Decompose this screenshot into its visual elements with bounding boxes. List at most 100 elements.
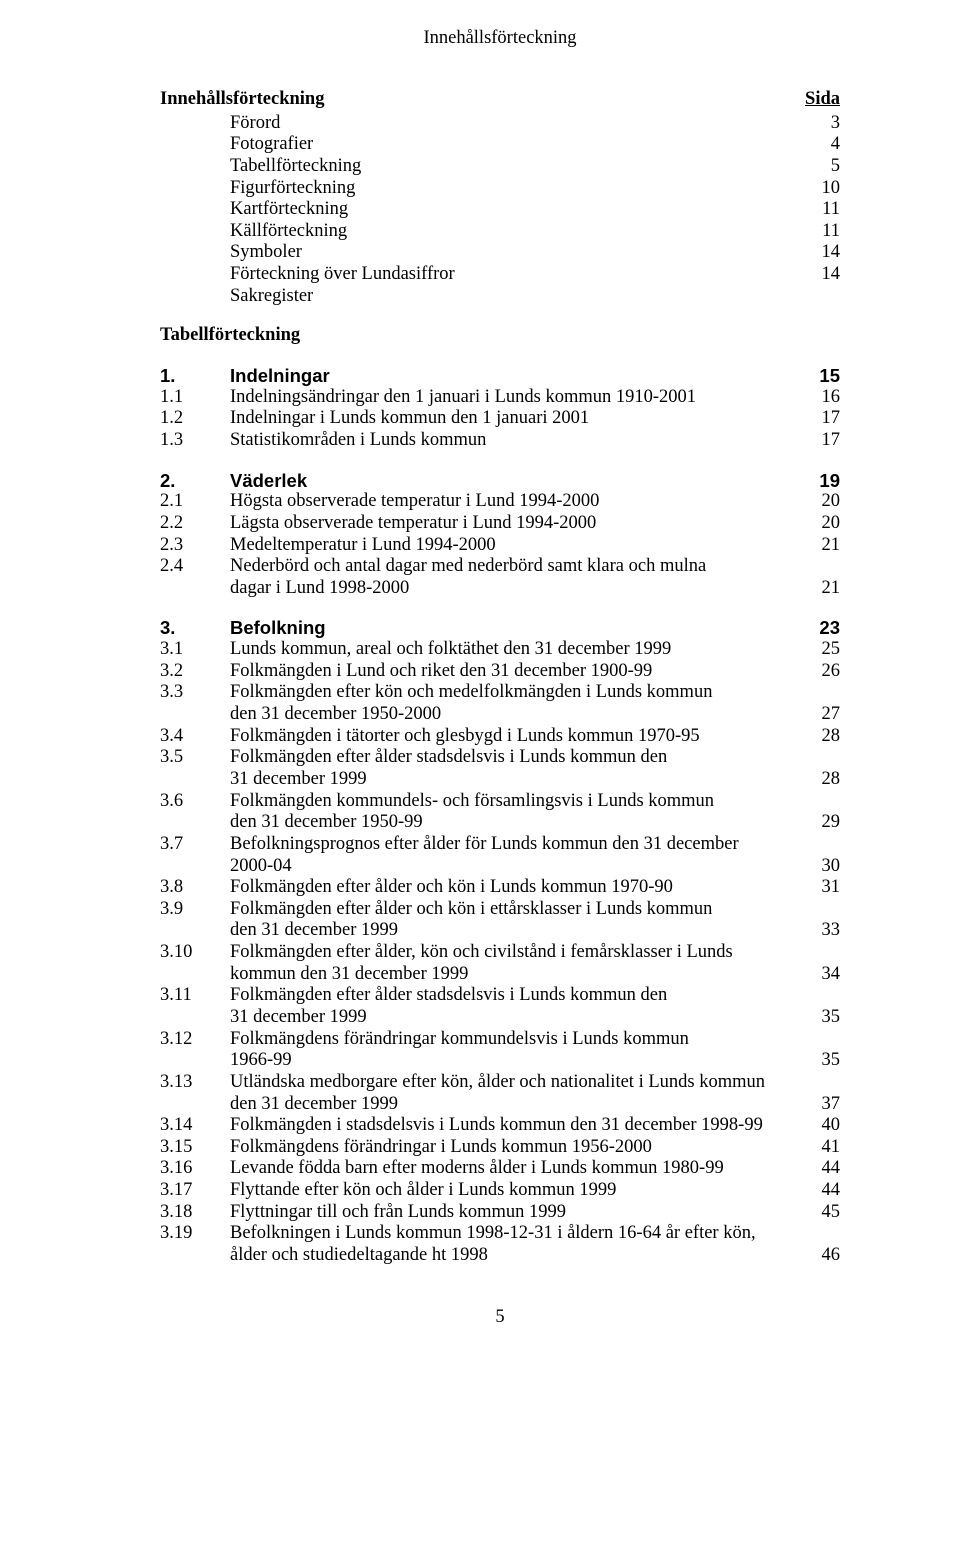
- front-label: Förord: [230, 113, 800, 135]
- item-num: 2.3: [160, 535, 230, 557]
- toc-item: den 31 december 1950-9929: [160, 812, 840, 834]
- item-page: 37: [800, 1094, 840, 1116]
- toc-item: 1.3 Statistikområden i Lunds kommun 17: [160, 430, 840, 452]
- toc-item: 31 december 199928: [160, 769, 840, 791]
- front-label: Kartförteckning: [230, 199, 800, 221]
- front-page: 14: [800, 264, 840, 286]
- front-label: Fotografier: [230, 134, 800, 156]
- item-text: Folkmängden i tätorter och glesbygd i Lu…: [230, 726, 800, 748]
- front-page: 11: [800, 221, 840, 243]
- section-num: 2.: [160, 470, 230, 492]
- front-label: Sakregister: [230, 286, 800, 308]
- spacer: [160, 452, 840, 470]
- page-header: Innehållsförteckning: [160, 28, 840, 49]
- item-page: 26: [800, 661, 840, 683]
- item-text: Lunds kommun, areal och folktäthet den 3…: [230, 639, 800, 661]
- item-text: Indelningsändringar den 1 januari i Lund…: [230, 387, 800, 409]
- item-page: 35: [800, 1050, 840, 1072]
- front-row: Förteckning över Lundasiffror 14: [160, 264, 840, 286]
- item-text: Nederbörd och antal dagar med nederbörd …: [230, 556, 800, 578]
- front-page: 14: [800, 242, 840, 264]
- item-text: Flyttande efter kön och ålder i Lunds ko…: [230, 1180, 800, 1202]
- section-page: 15: [800, 365, 840, 387]
- toc-title-row: Innehållsförteckning Sida: [160, 89, 840, 111]
- toc-item: 3.9Folkmängden efter ålder och kön i ett…: [160, 899, 840, 921]
- toc-item: 2000-0430: [160, 856, 840, 878]
- item-text: dagar i Lund 1998-2000: [230, 578, 800, 600]
- item-text: Folkmängdens förändringar kommundelsvis …: [230, 1029, 800, 1051]
- item-text: Folkmängden efter ålder stadsdelsvis i L…: [230, 985, 800, 1007]
- toc-item: 3.11Folkmängden efter ålder stadsdelsvis…: [160, 985, 840, 1007]
- toc-item: 3.13Utländska medborgare efter kön, ålde…: [160, 1072, 840, 1094]
- item-page: 28: [800, 769, 840, 791]
- toc-item: 1.2 Indelningar i Lunds kommun den 1 jan…: [160, 408, 840, 430]
- item-num: 3.19: [160, 1223, 230, 1245]
- section-page: 19: [800, 470, 840, 492]
- tabell-heading: Tabellförteckning: [160, 325, 840, 347]
- spacer: [160, 599, 840, 617]
- item-page: 17: [800, 430, 840, 452]
- toc-item: 3.8Folkmängden efter ålder och kön i Lun…: [160, 877, 840, 899]
- item-text: den 31 december 1999: [230, 920, 800, 942]
- item-text: Folkmängden efter ålder och kön i ettårs…: [230, 899, 800, 921]
- item-text: Befolkningen i Lunds kommun 1998-12-31 i…: [230, 1223, 800, 1245]
- item-page: 44: [800, 1180, 840, 1202]
- item-page: 28: [800, 726, 840, 748]
- front-page: 11: [800, 199, 840, 221]
- front-label: Symboler: [230, 242, 800, 264]
- toc-item: 3.16Levande födda barn efter moderns åld…: [160, 1158, 840, 1180]
- item-text: Folkmängdens förändringar i Lunds kommun…: [230, 1137, 800, 1159]
- item-page: 34: [800, 964, 840, 986]
- toc-item: 1.1 Indelningsändringar den 1 januari i …: [160, 387, 840, 409]
- item-text: den 31 december 1999: [230, 1094, 800, 1116]
- section-title: Väderlek: [230, 470, 800, 492]
- item-text: den 31 december 1950-2000: [230, 704, 800, 726]
- item-text: Utländska medborgare efter kön, ålder oc…: [230, 1072, 800, 1094]
- item-num: 3.5: [160, 747, 230, 769]
- toc-title-right: Sida: [805, 89, 840, 111]
- front-row: Kartförteckning 11: [160, 199, 840, 221]
- item-num: 3.18: [160, 1202, 230, 1224]
- toc-item: 2.2 Lägsta observerade temperatur i Lund…: [160, 513, 840, 535]
- item-page: 30: [800, 856, 840, 878]
- toc-item: 2.1 Högsta observerade temperatur i Lund…: [160, 491, 840, 513]
- item-page: 41: [800, 1137, 840, 1159]
- item-num: 3.3: [160, 682, 230, 704]
- toc-item: 3.4Folkmängden i tätorter och glesbygd i…: [160, 726, 840, 748]
- item-page: 33: [800, 920, 840, 942]
- item-text: Lägsta observerade temperatur i Lund 199…: [230, 513, 800, 535]
- toc-item: 3.7Befolkningsprognos efter ålder för Lu…: [160, 834, 840, 856]
- toc-item: 3.17Flyttande efter kön och ålder i Lund…: [160, 1180, 840, 1202]
- item-text: Flyttningar till och från Lunds kommun 1…: [230, 1202, 800, 1224]
- front-row: Symboler 14: [160, 242, 840, 264]
- item-text: 1966-99: [230, 1050, 800, 1072]
- item-page: 21: [800, 535, 840, 557]
- toc-item: 2.4 Nederbörd och antal dagar med nederb…: [160, 556, 840, 578]
- item-num: 3.6: [160, 791, 230, 813]
- toc-item: kommun den 31 december 199934: [160, 964, 840, 986]
- front-page: 10: [800, 178, 840, 200]
- item-num: 3.12: [160, 1029, 230, 1051]
- item-text: Medeltemperatur i Lund 1994-2000: [230, 535, 800, 557]
- section-num: 3.: [160, 617, 230, 639]
- section-2-head: 2. Väderlek 19: [160, 470, 840, 492]
- item-text: Folkmängden efter ålder, kön och civilst…: [230, 942, 800, 964]
- toc-item: 3.14Folkmängden i stadsdelsvis i Lunds k…: [160, 1115, 840, 1137]
- front-page: 3: [800, 113, 840, 135]
- item-num: 1.3: [160, 430, 230, 452]
- toc-item: 2.3 Medeltemperatur i Lund 1994-2000 21: [160, 535, 840, 557]
- front-row: Fotografier 4: [160, 134, 840, 156]
- item-page: 45: [800, 1202, 840, 1224]
- front-page: 5: [800, 156, 840, 178]
- toc-item: 3.2Folkmängden i Lund och riket den 31 d…: [160, 661, 840, 683]
- front-label: Förteckning över Lundasiffror: [230, 264, 800, 286]
- item-num: 3.8: [160, 877, 230, 899]
- item-num: 1.1: [160, 387, 230, 409]
- item-text: 31 december 1999: [230, 769, 800, 791]
- item-page: 29: [800, 812, 840, 834]
- toc-item: 3.12Folkmängdens förändringar kommundels…: [160, 1029, 840, 1051]
- item-page: 20: [800, 513, 840, 535]
- item-num: 1.2: [160, 408, 230, 430]
- page-footer: 5: [160, 1307, 840, 1328]
- toc-item: 3.10Folkmängden efter ålder, kön och civ…: [160, 942, 840, 964]
